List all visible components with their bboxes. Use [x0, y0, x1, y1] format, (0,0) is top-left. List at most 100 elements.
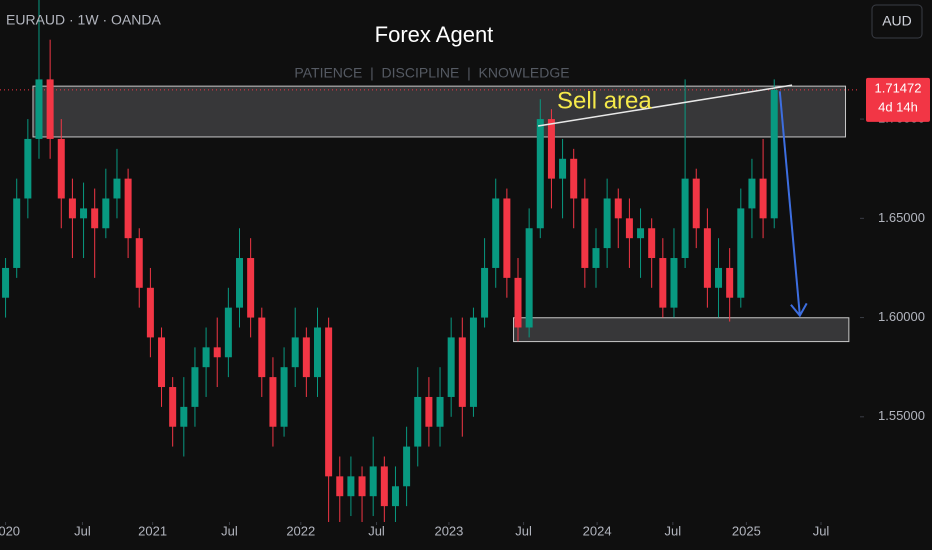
candle-body — [759, 178, 767, 219]
x-tick-label: 2024 — [583, 523, 612, 538]
candle-body — [514, 277, 522, 328]
candle-body — [525, 228, 533, 328]
zone — [32, 85, 847, 138]
candle-body — [447, 337, 455, 397]
currency[interactable]: AUD — [882, 13, 912, 29]
candle-body — [291, 337, 299, 368]
price-badge — [866, 77, 930, 122]
candle-body — [737, 208, 745, 298]
candle-body — [748, 178, 756, 209]
currency-button[interactable] — [871, 4, 923, 39]
candle-body — [726, 267, 734, 298]
candle-body — [547, 119, 555, 179]
x-tick-label: Jul — [74, 523, 91, 538]
candle-body — [369, 466, 377, 497]
candle-body — [158, 337, 166, 388]
candle-body — [213, 347, 221, 358]
x-tick-label: 2021 — [138, 523, 167, 538]
candle-body — [102, 198, 110, 229]
candle-body — [313, 327, 321, 378]
x-tick-label: 2025 — [732, 523, 761, 538]
annotation: Sell area — [557, 87, 652, 114]
candle-body — [581, 198, 589, 268]
candle-body — [692, 178, 700, 229]
candle-body — [570, 158, 578, 199]
x-tick-label: Jul — [515, 523, 532, 538]
candle-body — [637, 228, 645, 239]
candle-body — [224, 307, 232, 358]
candle-body — [57, 138, 65, 199]
candle-body — [481, 267, 489, 318]
candle-body — [592, 248, 600, 268]
x-tick-label: Jul — [368, 523, 385, 538]
candle-body — [68, 198, 76, 219]
subtitle: PATIENCE | DISCIPLINE | KNOWLEDGE — [294, 65, 569, 81]
candle-body — [659, 258, 667, 308]
candle-body — [670, 258, 678, 308]
candle-body — [625, 218, 633, 239]
candle-body — [469, 317, 477, 407]
candle-body — [91, 208, 99, 229]
candle-body — [180, 406, 188, 427]
x-tick-label: 2020 — [0, 523, 20, 538]
candle-body — [46, 79, 54, 139]
candle-body — [202, 347, 210, 368]
symbol: EURAUD · 1W · OANDA — [6, 12, 161, 28]
candle-body — [403, 446, 411, 487]
arrow — [778, 91, 801, 316]
x-tick-label: Jul — [813, 523, 830, 538]
chart-title: Forex Agent — [375, 22, 494, 47]
candle-body — [146, 287, 154, 338]
candle-body — [391, 486, 399, 507]
candle-body — [325, 327, 333, 477]
candle-body — [80, 208, 88, 219]
candle-body — [24, 138, 32, 199]
candle-body — [358, 476, 366, 497]
candle-body — [380, 466, 388, 507]
candle-body — [113, 178, 121, 199]
candle-body — [302, 337, 310, 378]
candle-body — [35, 79, 43, 139]
candle-body — [2, 267, 10, 298]
candle-body — [336, 476, 344, 497]
x-tick-label: 2022 — [286, 523, 315, 538]
candle-body — [648, 228, 656, 259]
candle-body — [436, 396, 444, 427]
x-tick-label: 2023 — [434, 523, 463, 538]
candle-body — [715, 267, 723, 288]
candle-body — [135, 238, 143, 288]
candle-body — [614, 198, 622, 219]
candle-body — [458, 337, 466, 407]
candle-body — [247, 258, 255, 318]
candle-body — [191, 367, 199, 407]
arrow-head — [790, 302, 808, 318]
candle-body — [236, 258, 244, 308]
candle-body — [280, 367, 288, 427]
x-tick-label: Jul — [665, 523, 682, 538]
candle-body — [536, 119, 544, 229]
candle-body — [603, 198, 611, 249]
candle-body — [503, 198, 511, 278]
candle-body — [703, 228, 711, 288]
candle-body — [770, 89, 778, 219]
trendline — [537, 84, 793, 127]
candle-body — [13, 198, 21, 268]
countdown: 4d 14h — [878, 99, 918, 114]
plot-area — [0, 0, 860, 522]
candle-body — [492, 198, 500, 268]
candle-body — [681, 178, 689, 259]
candle-body — [559, 158, 567, 179]
y-tick-label: 1.55000 — [878, 408, 925, 423]
candle-body — [124, 178, 132, 239]
candle-body — [347, 476, 355, 497]
zone — [513, 317, 850, 343]
candle-body — [169, 387, 177, 427]
candle-body — [414, 396, 422, 447]
candle-body — [425, 396, 433, 427]
price-label: 1.71472 — [875, 80, 922, 95]
x-tick-label: Jul — [221, 523, 238, 538]
candle-body — [258, 317, 266, 378]
y-tick-label: 1.60000 — [878, 309, 925, 324]
candle-body — [269, 377, 277, 427]
